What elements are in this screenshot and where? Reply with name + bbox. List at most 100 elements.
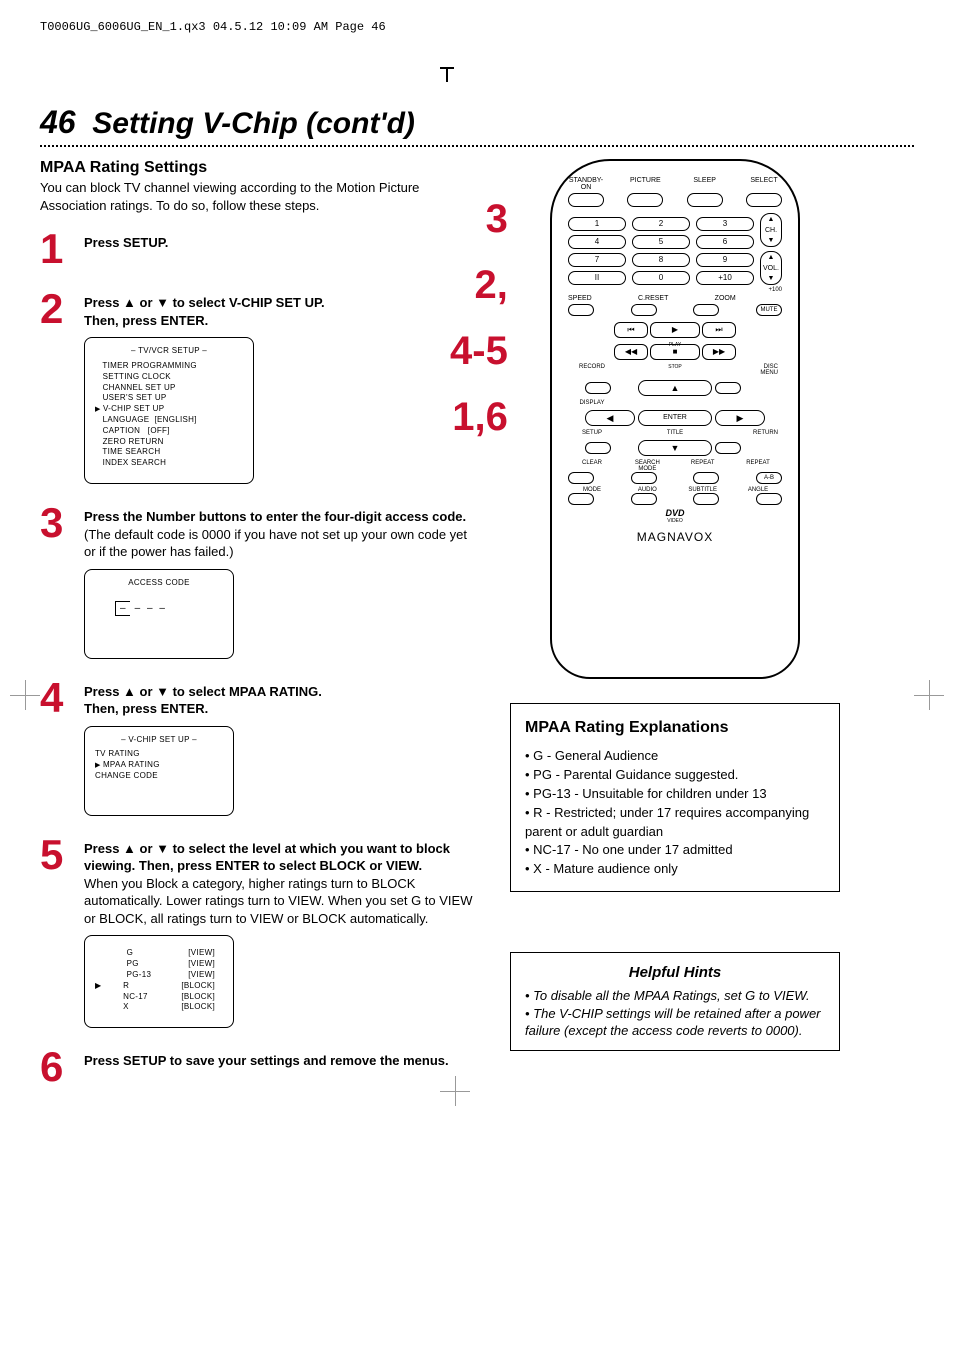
- volume-rocker[interactable]: ▲VOL.▼: [760, 251, 782, 285]
- picture-button[interactable]: [627, 193, 663, 207]
- repeat-ab-button[interactable]: A-B: [756, 472, 782, 484]
- btn-label: C.RESET: [638, 295, 668, 302]
- step-text-b: (The default code is 0000 if you have no…: [84, 527, 467, 560]
- mode-button[interactable]: [568, 493, 594, 505]
- code-dashes: – – –: [130, 603, 167, 614]
- audio-button[interactable]: [631, 493, 657, 505]
- page-title-text: Setting V-Chip (cont'd): [92, 107, 415, 140]
- speed-button[interactable]: [568, 304, 594, 316]
- step-number: 2: [40, 288, 72, 484]
- step-body: Press ▲ or ▼ to select MPAA RATING. Then…: [84, 677, 480, 816]
- page-number: 46: [40, 104, 76, 140]
- clear-button[interactable]: [568, 472, 594, 484]
- step-number: 6: [40, 1046, 72, 1088]
- disc-menu-button[interactable]: [715, 382, 741, 394]
- play-button[interactable]: ▶PLAY: [650, 322, 700, 338]
- standby-button[interactable]: [568, 193, 604, 207]
- step-number: 5: [40, 834, 72, 1029]
- btn-label: REPEAT: [683, 460, 723, 472]
- num-8-button[interactable]: 8: [632, 253, 690, 267]
- btn-label: PICTURE: [627, 177, 663, 191]
- subtitle-button[interactable]: [693, 493, 719, 505]
- step-text-b: Then, press ENTER.: [84, 313, 208, 328]
- osd-access-code: ACCESS CODE – – – –: [84, 569, 234, 659]
- step-5: 5 Press ▲ or ▼ to select the level at wh…: [40, 834, 480, 1029]
- step-text-a: Press ▲ or ▼ to select V-CHIP SET UP.: [84, 295, 325, 310]
- remote-callouts: 3 2, 4-5 1,6: [450, 199, 508, 437]
- step-2: 2 Press ▲ or ▼ to select V-CHIP SET UP. …: [40, 288, 480, 484]
- num-5-button[interactable]: 5: [632, 235, 690, 249]
- osd-vchip-setup: – V-CHIP SET UP – TV RATINGMPAA RATINGCH…: [84, 726, 234, 816]
- num-9-button[interactable]: 9: [696, 253, 754, 267]
- repeat-button[interactable]: [693, 472, 719, 484]
- setup-button[interactable]: [585, 442, 611, 454]
- explain-item: G - General Audience: [525, 747, 825, 766]
- mute-button[interactable]: MUTE: [756, 304, 782, 316]
- crop-mark-icon: [440, 54, 454, 82]
- num-6-button[interactable]: 6: [696, 235, 754, 249]
- explain-item: PG-13 - Unsuitable for children under 13: [525, 785, 825, 804]
- pause-button[interactable]: II: [568, 271, 626, 285]
- explain-item: NC-17 - No one under 17 admitted: [525, 841, 825, 860]
- dvd-logo-icon: DVD: [568, 508, 782, 518]
- btn-label: REPEAT: [738, 460, 778, 472]
- sleep-button[interactable]: [687, 193, 723, 207]
- hint-item: The V-CHIP settings will be retained aft…: [525, 1005, 825, 1040]
- osd-line: SETTING CLOCK: [95, 372, 243, 383]
- plus10-button[interactable]: +10: [696, 271, 754, 285]
- select-button[interactable]: [746, 193, 782, 207]
- num-0-button[interactable]: 0: [632, 271, 690, 285]
- btn-label: RECORD: [572, 364, 612, 376]
- num-2-button[interactable]: 2: [632, 217, 690, 231]
- step-text-b: Then, press ENTER.: [84, 701, 208, 716]
- osd-line: TIME SEARCH: [95, 447, 243, 458]
- record-button[interactable]: [585, 382, 611, 394]
- osd-line: INDEX SEARCH: [95, 458, 243, 469]
- registration-mark-icon: [914, 680, 944, 710]
- stop-button[interactable]: ■STOP: [650, 344, 700, 360]
- mpaa-explanations-box: MPAA Rating Explanations G - General Aud…: [510, 703, 840, 892]
- num-3-button[interactable]: 3: [696, 217, 754, 231]
- left-column: MPAA Rating Settings You can block TV ch…: [40, 159, 480, 1106]
- explain-title: MPAA Rating Explanations: [525, 716, 825, 739]
- btn-label: SELECT: [746, 177, 782, 191]
- remote-diagram: STANDBY-ONPICTURESLEEPSELECT 1 2 3 4 5 6…: [550, 159, 800, 679]
- searchmode-button[interactable]: [631, 472, 657, 484]
- osd-line: CHANNEL SET UP: [95, 383, 243, 394]
- enter-button[interactable]: ENTER: [638, 410, 712, 426]
- skip-fwd-button[interactable]: ⏭: [702, 322, 736, 338]
- down-button[interactable]: ▼: [638, 440, 712, 456]
- hint-item: To disable all the MPAA Ratings, set G t…: [525, 987, 825, 1005]
- btn-label: DISPLAY: [572, 400, 612, 406]
- step-body: Press SETUP to save your settings and re…: [84, 1046, 480, 1088]
- rewind-button[interactable]: ◀◀: [614, 344, 648, 360]
- intro-text: You can block TV channel viewing accordi…: [40, 179, 480, 214]
- skip-back-button[interactable]: ⏮: [614, 322, 648, 338]
- rating-row: ▶R[BLOCK]: [95, 981, 215, 992]
- step-text-a: Press ▲ or ▼ to select the level at whic…: [84, 841, 450, 874]
- btn-label: RETURN: [738, 430, 778, 436]
- channel-rocker[interactable]: ▲CH.▼: [760, 213, 782, 247]
- hints-title: Helpful Hints: [525, 963, 825, 983]
- callout-1-6: 1,6: [450, 397, 508, 437]
- left-button[interactable]: ◀: [585, 410, 635, 426]
- zoom-button[interactable]: [693, 304, 719, 316]
- osd-line: MPAA RATING: [95, 760, 223, 771]
- print-header: T0006UG_6006UG_EN_1.qx3 04.5.12 10:09 AM…: [40, 20, 914, 34]
- video-label: VIDEO: [568, 518, 782, 524]
- step-3: 3 Press the Number buttons to enter the …: [40, 502, 480, 659]
- num-7-button[interactable]: 7: [568, 253, 626, 267]
- ffwd-button[interactable]: ▶▶: [702, 344, 736, 360]
- return-button[interactable]: [715, 442, 741, 454]
- num-4-button[interactable]: 4: [568, 235, 626, 249]
- step-6: 6 Press SETUP to save your settings and …: [40, 1046, 480, 1088]
- num-1-button[interactable]: 1: [568, 217, 626, 231]
- rating-row: PG-13[VIEW]: [95, 970, 215, 981]
- right-button[interactable]: ▶: [715, 410, 765, 426]
- creset-button[interactable]: [631, 304, 657, 316]
- step-body: Press ▲ or ▼ to select V-CHIP SET UP. Th…: [84, 288, 480, 484]
- up-button[interactable]: ▲: [638, 380, 712, 396]
- osd-title: – V-CHIP SET UP –: [95, 735, 223, 746]
- rating-row: G[VIEW]: [95, 948, 215, 959]
- angle-button[interactable]: [756, 493, 782, 505]
